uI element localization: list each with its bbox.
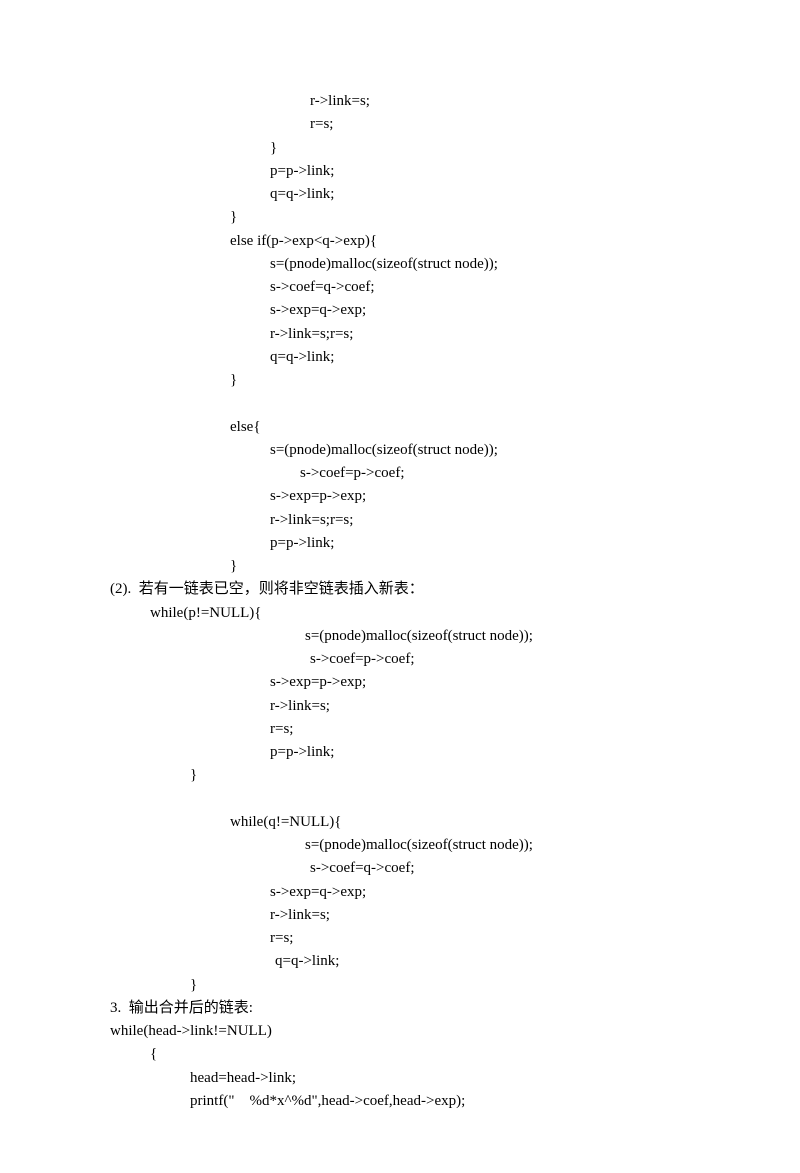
code-line: } xyxy=(110,764,690,787)
code-line: s->coef=q->coef; xyxy=(110,276,690,299)
code-line: s=(pnode)malloc(sizeof(struct node)); xyxy=(110,834,690,857)
code-line: while(q!=NULL){ xyxy=(110,811,690,834)
code-line xyxy=(110,788,690,811)
code-line: else if(p->exp<q->exp){ xyxy=(110,230,690,253)
code-line xyxy=(110,392,690,415)
code-line: 3. 输出合并后的链表: xyxy=(110,997,690,1020)
code-line: s=(pnode)malloc(sizeof(struct node)); xyxy=(110,625,690,648)
code-line: r=s; xyxy=(110,113,690,136)
code-line: r->link=s; xyxy=(110,695,690,718)
code-line: printf(" %d*x^%d",head->coef,head->exp); xyxy=(110,1090,690,1113)
code-line: } xyxy=(110,137,690,160)
code-line: r->link=s; xyxy=(110,90,690,113)
code-line: head=head->link; xyxy=(110,1067,690,1090)
code-line: s->coef=q->coef; xyxy=(110,857,690,880)
code-line: } xyxy=(110,369,690,392)
code-document: r->link=s;r=s;}p=p->link;q=q->link;}else… xyxy=(0,0,800,1173)
code-line: } xyxy=(110,206,690,229)
code-line: q=q->link; xyxy=(110,183,690,206)
code-line: (2). 若有一链表已空，则将非空链表插入新表： xyxy=(110,578,690,601)
code-line: while(p!=NULL){ xyxy=(110,602,690,625)
code-line: r->link=s;r=s; xyxy=(110,323,690,346)
code-line: s->exp=q->exp; xyxy=(110,299,690,322)
code-line: p=p->link; xyxy=(110,532,690,555)
code-line: r->link=s; xyxy=(110,904,690,927)
code-line: } xyxy=(110,974,690,997)
code-line: } xyxy=(110,555,690,578)
code-line: s=(pnode)malloc(sizeof(struct node)); xyxy=(110,253,690,276)
code-line: s->coef=p->coef; xyxy=(110,462,690,485)
code-line: s->exp=p->exp; xyxy=(110,485,690,508)
code-line: s->exp=q->exp; xyxy=(110,881,690,904)
code-line: q=q->link; xyxy=(110,346,690,369)
code-line: s->coef=p->coef; xyxy=(110,648,690,671)
code-line: s=(pnode)malloc(sizeof(struct node)); xyxy=(110,439,690,462)
code-line: r=s; xyxy=(110,718,690,741)
code-line: else{ xyxy=(110,416,690,439)
code-line: while(head->link!=NULL) xyxy=(110,1020,690,1043)
code-line: r=s; xyxy=(110,927,690,950)
code-line: p=p->link; xyxy=(110,160,690,183)
code-line: p=p->link; xyxy=(110,741,690,764)
code-line: q=q->link; xyxy=(110,950,690,973)
code-line: s->exp=p->exp; xyxy=(110,671,690,694)
code-line: { xyxy=(110,1043,690,1066)
code-line: r->link=s;r=s; xyxy=(110,509,690,532)
